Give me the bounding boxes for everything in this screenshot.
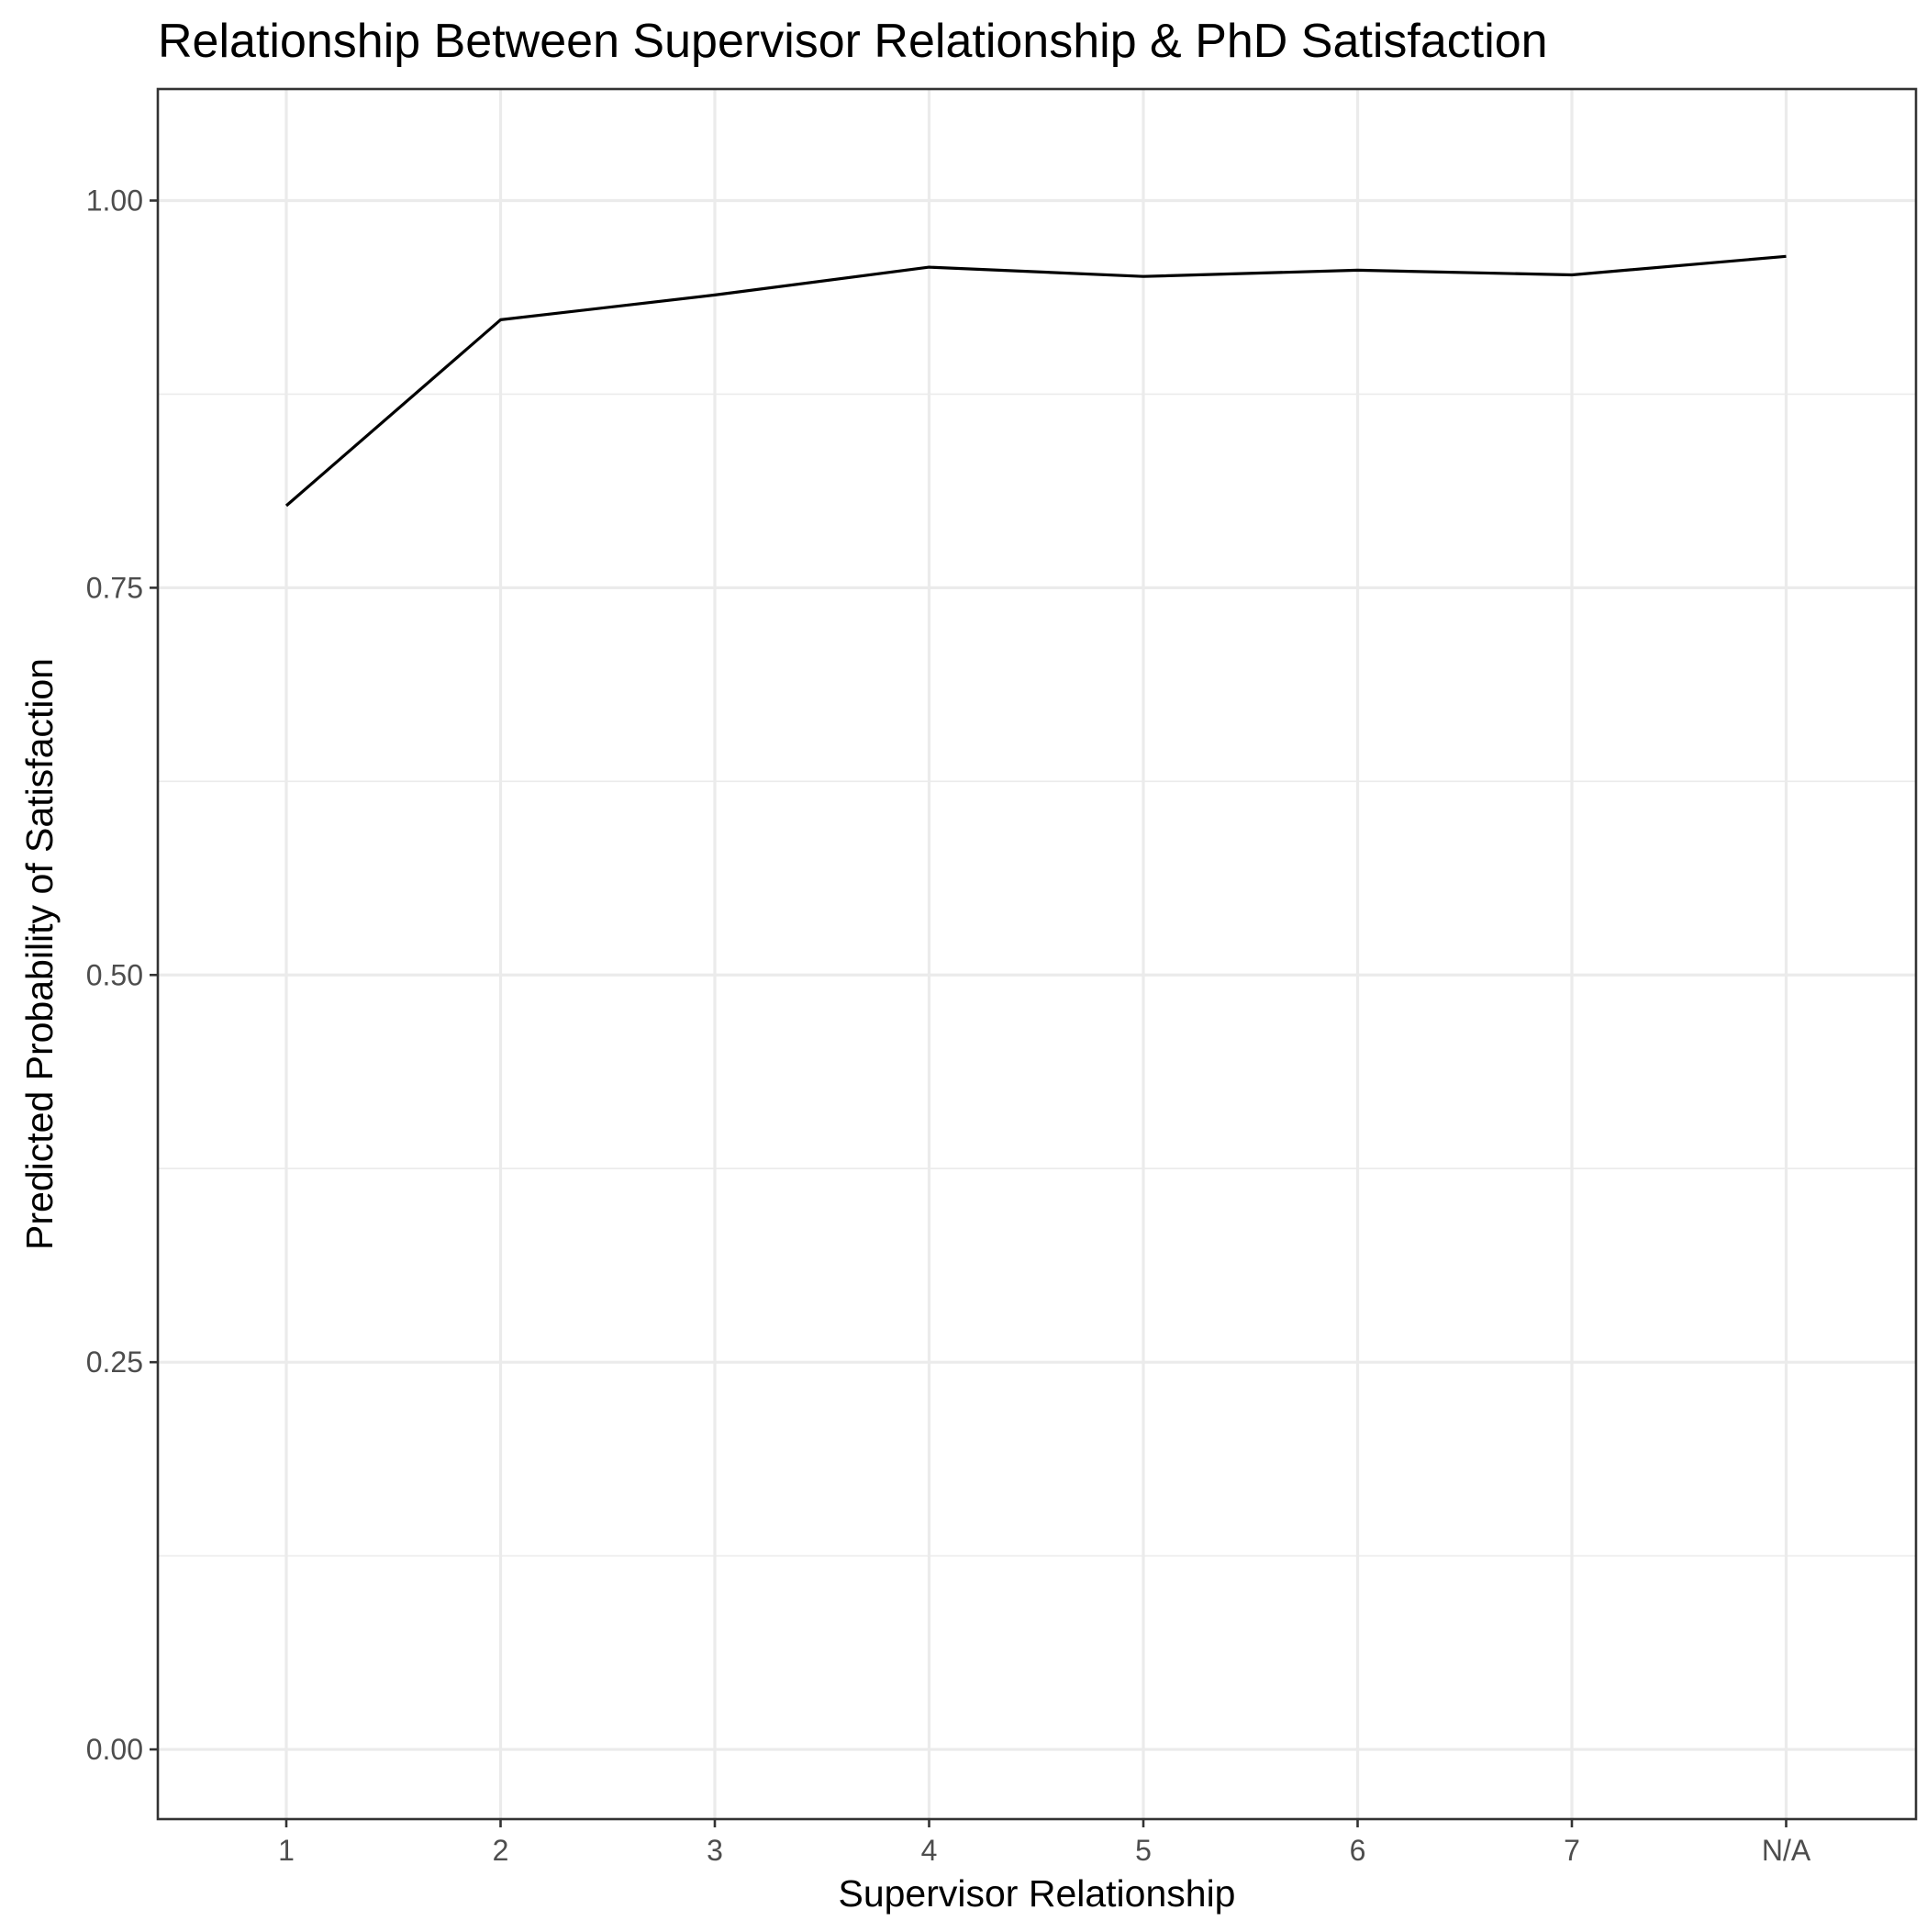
x-tick-label: N/A [1762, 1834, 1811, 1867]
x-tick-label: 6 [1350, 1834, 1366, 1867]
x-tick-label: 5 [1135, 1834, 1152, 1867]
grid-layer [158, 89, 1916, 1819]
x-tick-label: 3 [707, 1834, 723, 1867]
y-tick-label: 0.75 [86, 571, 143, 604]
y-tick-label: 0.25 [86, 1346, 143, 1379]
y-tick-label: 1.00 [86, 184, 143, 218]
x-axis-title: Supervisor Relationship [838, 1872, 1235, 1915]
x-tick-label: 1 [278, 1834, 295, 1867]
tick-layer: 0.00 0.25 0.50 0.75 1.00 1 2 3 4 5 6 7 N/A [86, 184, 1811, 1867]
panel-border [156, 87, 1918, 1821]
x-tick-label: 7 [1564, 1834, 1580, 1867]
y-axis-title: Predicted Probability of Satisfaction [18, 658, 61, 1250]
y-tick-label: 0.00 [86, 1733, 143, 1766]
x-tick-label: 4 [921, 1834, 938, 1867]
x-tick-label: 2 [493, 1834, 509, 1867]
y-tick-label: 0.50 [86, 958, 143, 991]
series-line [284, 254, 1787, 508]
chart-title: Relationship Between Supervisor Relation… [158, 15, 1548, 68]
series-layer [284, 254, 1787, 508]
